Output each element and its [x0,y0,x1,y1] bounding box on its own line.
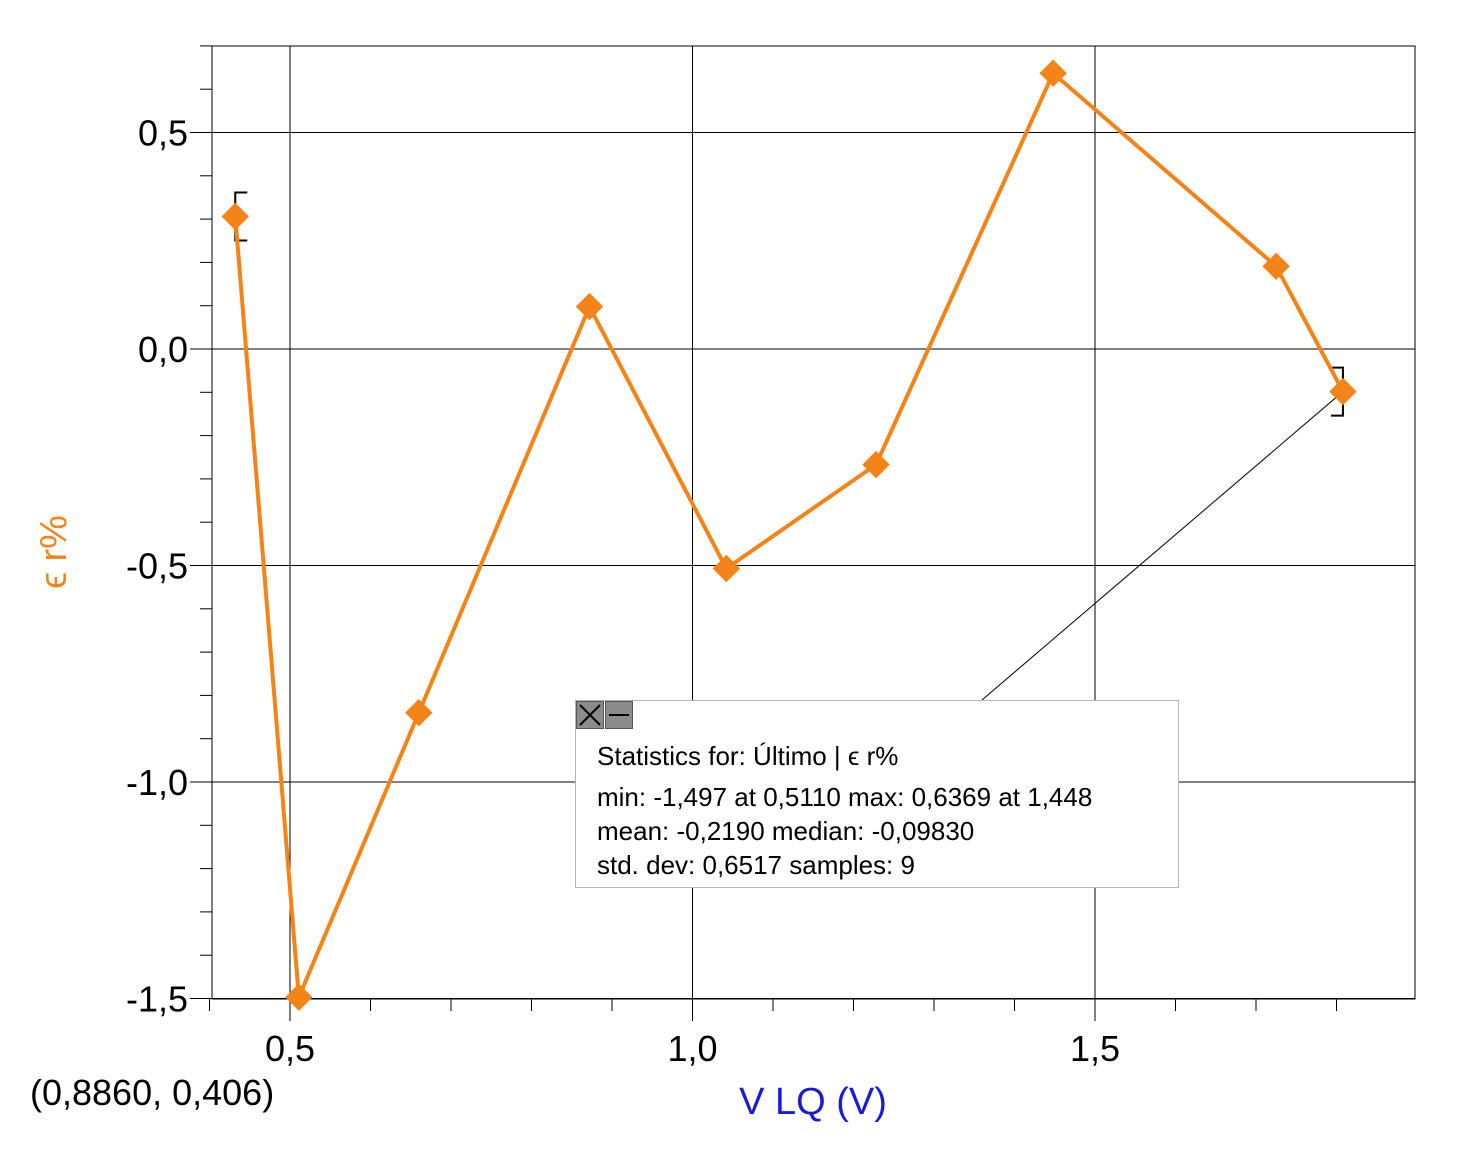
y-tick-label: 0,0 [138,329,188,370]
y-axis-title: ϵ r% [33,515,75,589]
tick-labels: 0,5 1,0 1,5 0,5 0,0 -0,5 -1,0 -1,5 [126,113,1120,1070]
ticks [190,45,1337,1021]
close-icon[interactable] [576,701,604,729]
range-brackets[interactable] [234,191,1344,417]
data-point-marker[interactable] [712,554,741,583]
data-point-marker[interactable] [575,292,604,321]
data-point-marker[interactable] [862,450,890,479]
minimize-icon[interactable] [605,701,633,729]
grid [211,45,1416,1000]
stats-stddev-samples: std. dev: 0,6517 samples: 9 [597,850,915,880]
series-ultimo[interactable] [221,59,1357,1011]
data-point-marker[interactable] [1262,252,1290,281]
y-tick-label: -0,5 [126,546,188,587]
stats-leader-line [981,391,1344,701]
data-point-marker[interactable] [1039,59,1067,87]
y-tick-label: -1,5 [126,979,188,1020]
y-tick-label: -1,0 [126,762,188,803]
stats-mean-median: mean: -0,2190 median: -0,09830 [597,816,975,846]
x-tick-label: 1,5 [1070,1028,1120,1069]
x-tick-label: 1,0 [667,1028,717,1069]
x-axis-title: V LQ (V) [739,1081,887,1123]
data-point-marker[interactable] [221,202,249,231]
data-point-marker[interactable] [1329,377,1357,406]
x-tick-label: 0,5 [265,1028,315,1069]
y-tick-label: 0,5 [138,113,188,154]
stats-title: Statistics for: Último | ϵ r% [597,741,899,771]
stats-min-max: min: -1,497 at 0,5110 max: 0,6369 at 1,4… [597,782,1093,812]
statistics-box[interactable]: Statistics for: Último | ϵ r% min: -1,49… [575,700,1179,888]
cursor-coordinates: (0,8860, 0,406) [30,1072,275,1113]
data-point-marker[interactable] [285,983,313,1011]
data-point-marker[interactable] [405,699,433,727]
